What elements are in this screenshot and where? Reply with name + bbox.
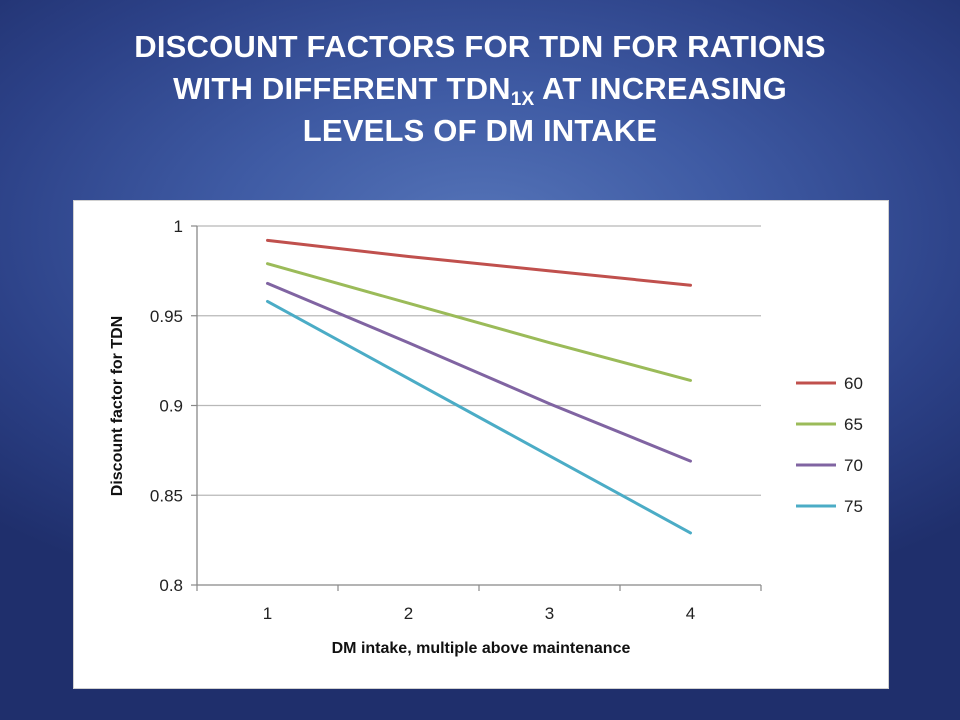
x-tick-label: 2 — [404, 604, 413, 623]
series-line-75 — [266, 299, 692, 535]
title-subscript: 1X — [510, 89, 535, 110]
series-lines — [266, 238, 692, 535]
x-tick-label: 4 — [686, 604, 695, 623]
y-tick-label: 0.95 — [150, 307, 183, 326]
title-line-1: DISCOUNT FACTORS FOR TDN FOR RATIONS — [134, 29, 826, 64]
legend-label-70: 70 — [844, 456, 863, 475]
title-line-2-start: WITH DIFFERENT TDN — [173, 71, 511, 106]
y-tick-label: 0.85 — [150, 486, 183, 505]
series-line-70 — [266, 281, 692, 463]
x-axis-title: DM intake, multiple above maintenance — [332, 640, 631, 657]
x-tick-label: 1 — [263, 604, 272, 623]
series-line-65 — [266, 262, 692, 382]
title-line-3: LEVELS OF DM INTAKE — [302, 113, 658, 148]
series-line-60 — [266, 238, 692, 287]
y-axis-title: Discount factor for TDN — [109, 316, 126, 496]
y-tick-label: 0.9 — [159, 397, 183, 416]
axes: 0.8 0.85 0.9 0.95 1 1 2 3 4 — [150, 217, 762, 623]
legend-label-75: 75 — [844, 497, 863, 516]
line-chart: 0.8 0.85 0.9 0.95 1 1 2 3 4 60 65 70 75 DM intake, … — [109, 217, 863, 657]
y-tick-label: 1 — [174, 217, 183, 236]
x-tick-label: 3 — [545, 604, 554, 623]
legend-label-60: 60 — [844, 374, 863, 393]
slide-title: DISCOUNT FACTORS FOR TDN FOR RATIONS WIT… — [40, 26, 920, 152]
legend: 60 65 70 75 — [796, 374, 863, 516]
chart-panel: 0.8 0.85 0.9 0.95 1 1 2 3 4 60 65 70 75 DM intake, … — [73, 200, 889, 689]
title-line-2: WITH DIFFERENT TDN1X AT INCREASING — [40, 68, 920, 110]
title-line-2-end: AT INCREASING — [534, 71, 787, 106]
legend-label-65: 65 — [844, 415, 863, 434]
y-tick-label: 0.8 — [159, 576, 183, 595]
